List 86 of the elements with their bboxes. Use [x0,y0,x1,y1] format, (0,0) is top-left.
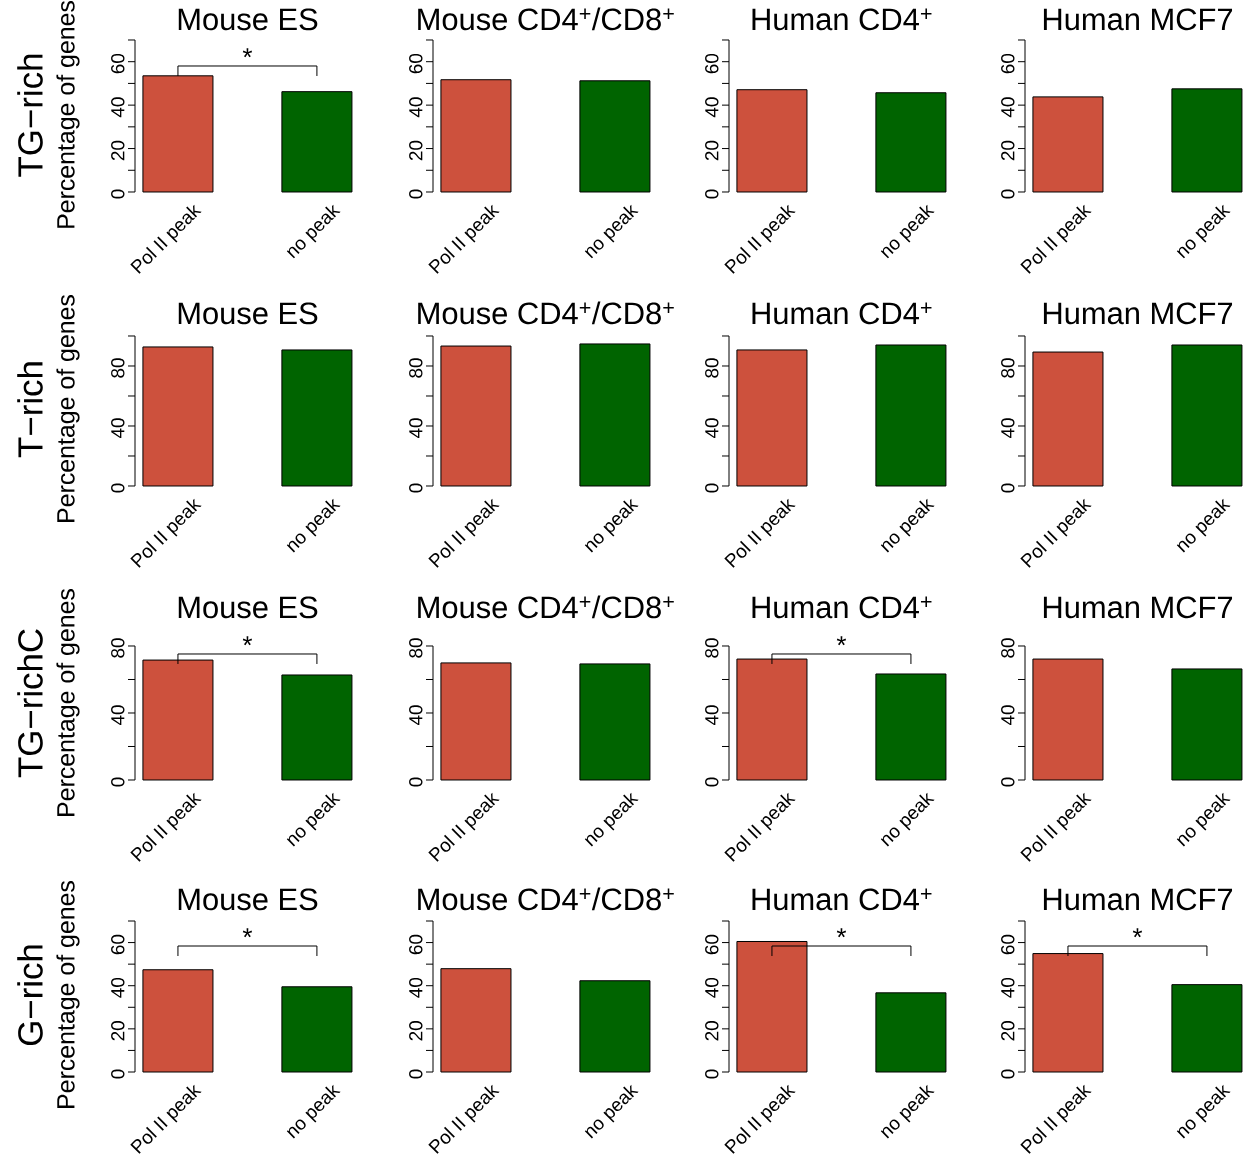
y-tick-label: 60 [705,53,719,74]
y-tick-label: 0 [111,483,125,493]
y-tick-label: 40 [705,977,719,998]
chart-title: Human CD4$^{+}$ [752,302,932,325]
text: T−rich [17,362,43,458]
y-tick-label: 80 [705,358,719,378]
y-tick-label: 80 [409,638,423,658]
y-tick-label: 20 [111,140,125,161]
y-tick-label: 20 [705,1021,719,1041]
chart-title: Mouse ES [178,302,318,325]
y-tick-label: 80 [409,358,423,378]
y-tick-label: 20 [409,140,423,161]
y-tick-label: 40 [1001,97,1015,118]
y-tick-label: 80 [1001,638,1015,658]
y-tick-label: 40 [409,97,423,118]
y-tick-label: 0 [111,777,125,787]
y-axis-title: Percentage of genes [56,295,80,522]
y-tick-label: 60 [409,934,423,955]
text: * [836,636,847,646]
y-tick-label: 20 [409,1021,423,1041]
chart-title: Human CD4$^{+}$ [752,596,932,619]
y-tick-label: 0 [409,483,423,493]
y-axis-title: Percentage of genes [56,1,80,228]
y-tick-label: 20 [111,1021,125,1041]
y-tick-label: 80 [705,638,719,658]
y-axis-title: Percentage of genes [56,881,80,1108]
y-tick-label: 40 [111,977,125,998]
y-tick-label: 0 [1001,777,1015,787]
chart-title: Mouse ES [178,596,318,619]
text: G−rich [17,945,43,1046]
chart-title: Mouse CD4$^{+}$/CD8$^{+}$ [418,595,674,619]
y-tick-label: 0 [409,1069,423,1079]
chart-title: Mouse CD4$^{+}$/CD8$^{+}$ [418,301,674,325]
chart-title: Mouse CD4$^{+}$/CD8$^{+}$ [418,887,674,911]
y-tick-label: 0 [111,1069,125,1079]
y-tick-label: 40 [409,977,423,998]
chart-title: Human MCF7 [1043,302,1233,325]
y-tick-label: 0 [409,189,423,199]
text: TG−rich [17,54,43,177]
text: * [242,636,253,646]
y-tick-label: 20 [1001,140,1015,161]
chart-title: Mouse ES [178,8,318,31]
chart-title: Mouse CD4$^{+}$/CD8$^{+}$ [418,7,674,31]
y-tick-label: 40 [1001,977,1015,998]
y-tick-label: 80 [111,638,125,658]
y-tick-label: 40 [409,418,423,439]
y-tick-label: 0 [705,189,719,199]
chart-title: Human MCF7 [1043,8,1233,31]
annotation: * [242,48,253,58]
y-tick-label: 40 [409,705,423,726]
y-tick-label: 40 [111,97,125,118]
y-tick-label: 60 [409,53,423,74]
y-tick-label: 40 [1001,705,1015,726]
y-tick-label: 80 [111,358,125,378]
y-tick-label: 0 [705,483,719,493]
y-tick-label: 60 [1001,53,1015,74]
y-tick-label: 40 [705,418,719,439]
y-tick-label: 60 [111,53,125,74]
y-tick-label: 0 [409,777,423,787]
y-tick-label: 60 [705,934,719,955]
annotation: * [836,928,847,938]
y-tick-label: 80 [1001,358,1015,378]
annotation: * [1132,928,1143,938]
y-tick-label: 40 [111,418,125,439]
y-tick-label: 40 [705,705,719,726]
y-tick-label: 0 [705,777,719,787]
y-tick-label: 40 [1001,418,1015,439]
y-tick-label: 0 [1001,189,1015,199]
chart-title: Human MCF7 [1043,596,1233,619]
y-tick-label: 20 [1001,1021,1015,1041]
text: TG−richC [17,629,43,778]
y-tick-label: 0 [1001,483,1015,493]
chart-title: Human CD4$^{+}$ [752,8,932,31]
y-tick-label: 0 [111,189,125,199]
y-tick-label: 20 [705,140,719,161]
y-tick-label: 40 [111,705,125,726]
chart-title: Mouse ES [178,888,318,911]
y-tick-label: 0 [705,1069,719,1079]
y-tick-label: 60 [111,934,125,955]
y-tick-label: 0 [1001,1069,1015,1079]
y-tick-label: 60 [1001,934,1015,955]
chart-title: Human CD4$^{+}$ [752,888,932,911]
y-axis-title: Percentage of genes [56,589,80,816]
annotation: * [242,928,253,938]
y-tick-label: 40 [705,97,719,118]
chart-title: Human MCF7 [1043,888,1233,911]
